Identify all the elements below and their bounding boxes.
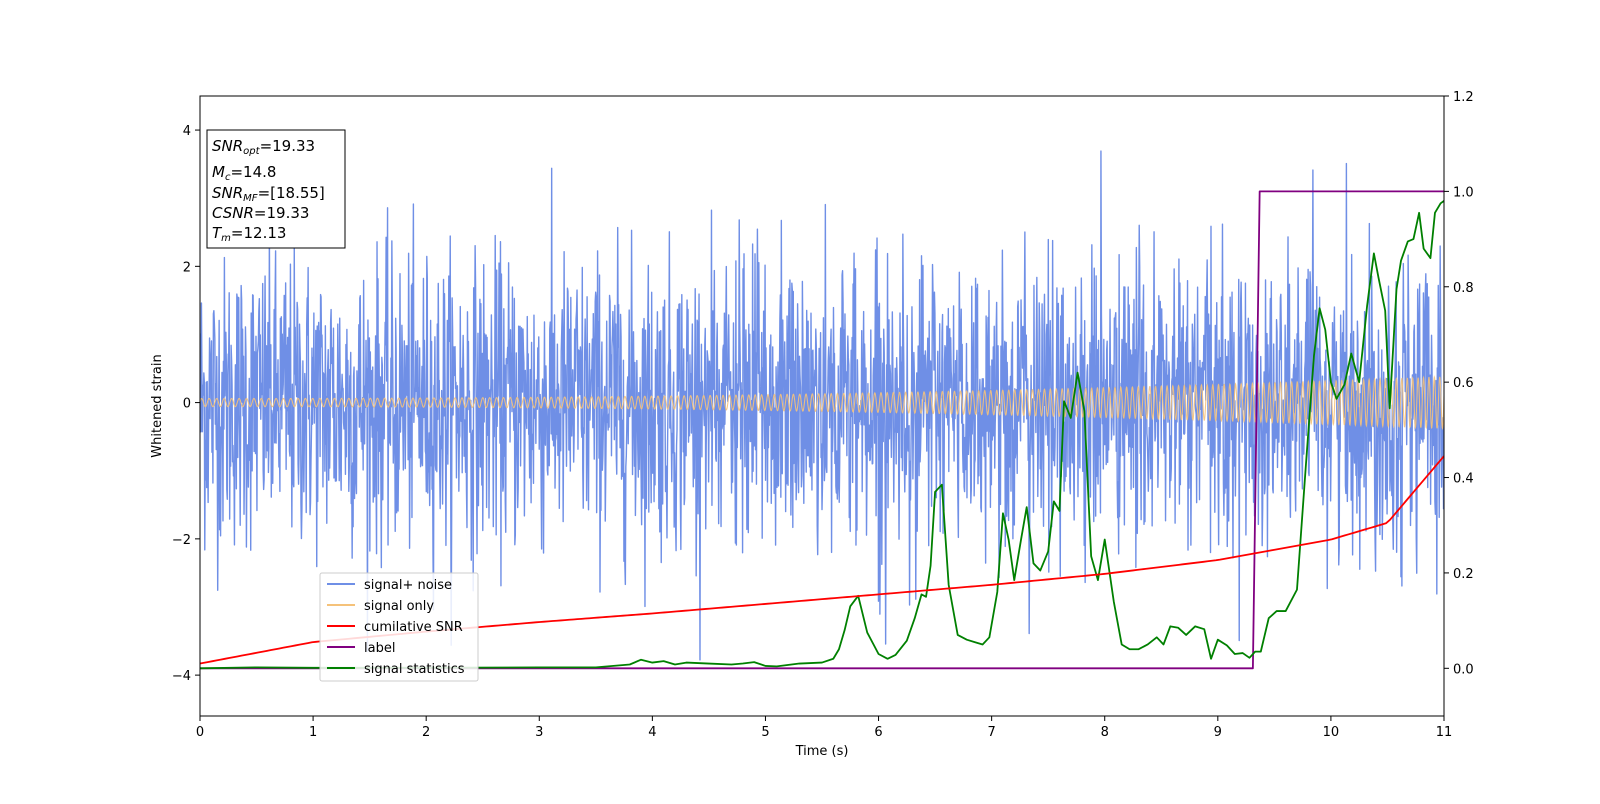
x-axis: 0 1 2 3 4 5 6 7 8 9 10 11 (196, 716, 1452, 740)
legend-label: label (364, 641, 395, 656)
x-tick-label: 8 (1101, 725, 1109, 740)
annotation-snr-mf: SNRMF=[18.55] (212, 184, 325, 204)
y2-tick-label: 1.0 (1453, 185, 1474, 200)
x-tick-label: 1 (309, 725, 317, 740)
x-tick-label: 7 (987, 725, 995, 740)
plot-frame (199, 95, 1445, 717)
series-signal-statistics-line (200, 200, 1444, 670)
annotation-mc: Mc=14.8 (212, 163, 276, 183)
y-tick-label: 2 (183, 260, 191, 275)
annotation-tm: Tm=12.13 (212, 224, 286, 244)
legend-label: signal+ noise (364, 578, 452, 593)
annotation-frame (206, 129, 346, 249)
x-axis-label: Time (s) (795, 744, 849, 759)
legend-frame (319, 572, 479, 682)
x-tick-label: 3 (535, 725, 543, 740)
legend-label: signal only (364, 599, 434, 614)
x-tick-label: 6 (874, 725, 882, 740)
x-tick-label: 9 (1214, 725, 1222, 740)
y-tick-label: −2 (172, 533, 191, 548)
y-axis-left: −4 −2 0 2 4 (172, 124, 200, 684)
y2-tick-label: 1.2 (1453, 90, 1474, 105)
x-tick-label: 11 (1436, 725, 1453, 740)
series-signal-only-line (200, 375, 1444, 431)
y2-tick-label: 0.8 (1453, 281, 1474, 296)
x-tick-label: 5 (761, 725, 769, 740)
series-signal-plus-noise-line (200, 150, 1444, 661)
x-tick-label: 4 (648, 725, 656, 740)
legend-label: signal statistics (364, 662, 465, 677)
series-label-line (200, 190, 1444, 670)
y2-tick-label: 0.2 (1453, 567, 1474, 582)
y-tick-label: 0 (183, 397, 191, 412)
annotation-snr-opt: SNRopt=19.33 (212, 137, 315, 157)
legend: signal+ noise signal only cumilative SNR la… (319, 572, 479, 682)
x-tick-label: 10 (1323, 725, 1340, 740)
x-tick-label: 2 (422, 725, 430, 740)
y2-tick-label: 0.4 (1453, 472, 1474, 487)
y-tick-label: −4 (172, 669, 191, 684)
y2-tick-label: 0.0 (1453, 662, 1474, 677)
y2-tick-label: 0.6 (1453, 376, 1474, 391)
y-axis-right: 0.0 0.2 0.4 0.6 0.8 1.0 1.2 (1444, 90, 1474, 677)
annotation-csnr: CSNR=19.33 (212, 204, 309, 222)
y-tick-label: 4 (183, 124, 191, 139)
y-axis-label: Whitened strain (150, 354, 165, 457)
annotation-box: SNRopt=19.33 Mc=14.8 SNRMF=[18.55] CSNR=… (206, 129, 346, 249)
legend-label: cumilative SNR (364, 620, 463, 635)
x-tick-label: 0 (196, 725, 204, 740)
